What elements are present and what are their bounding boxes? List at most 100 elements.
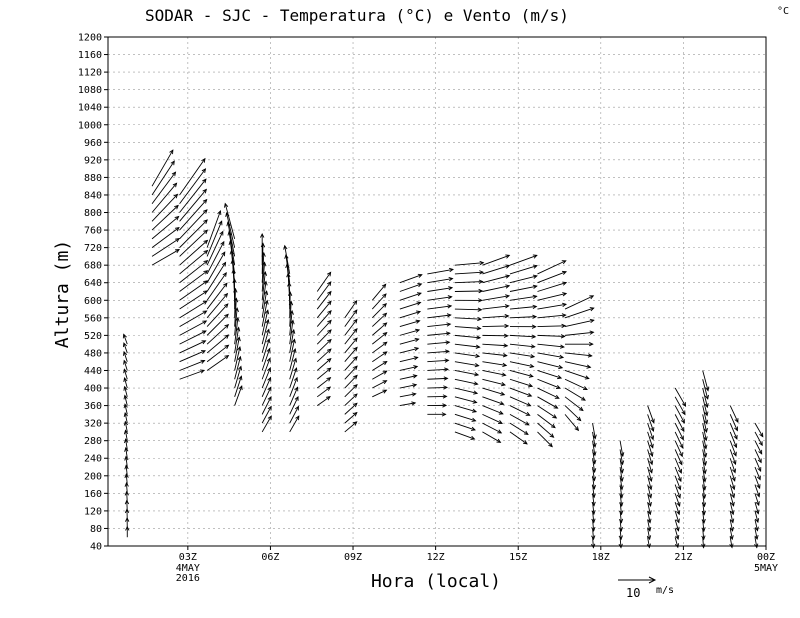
wind-arrow <box>289 386 299 406</box>
wind-arrow <box>179 270 209 292</box>
wind-arrow <box>289 367 298 389</box>
wind-arrow <box>344 299 358 319</box>
wind-arrow <box>564 361 592 369</box>
wind-arrow <box>674 519 680 532</box>
wind-arrow <box>344 374 358 389</box>
x-tick-label: 21Z <box>674 552 692 563</box>
wind-arrow <box>454 378 479 386</box>
wind-arrow <box>482 413 504 424</box>
x-tick-label: 03Z <box>179 552 197 563</box>
wind-arrow <box>371 302 387 319</box>
wind-arrow <box>509 370 534 378</box>
wind-arrow <box>674 414 685 433</box>
wind-arrow <box>206 324 230 345</box>
wind-arrow <box>754 440 763 455</box>
y-tick-label: 1200 <box>78 33 102 44</box>
wind-arrow <box>206 334 230 354</box>
wind-arrow <box>179 219 208 248</box>
wind-arrow <box>124 446 129 459</box>
wind-arrow <box>179 209 208 240</box>
wind-arrow <box>647 466 653 483</box>
wind-arrow <box>344 365 358 380</box>
wind-arrow <box>399 347 420 354</box>
wind-arrow <box>729 431 738 449</box>
wind-arrow <box>702 387 709 409</box>
wind-arrow <box>234 326 241 354</box>
wind-arrow <box>509 431 528 445</box>
wind-arrow <box>179 359 206 371</box>
wind-arrow <box>647 431 654 449</box>
wind-arrow <box>674 422 684 441</box>
wind-arrow <box>482 396 505 406</box>
wind-arrow <box>537 387 560 399</box>
wind-arrow <box>564 370 590 380</box>
wind-arrow <box>260 232 265 266</box>
wind-arrow <box>509 352 536 359</box>
wind-arrow <box>261 338 271 362</box>
wind-arrow <box>674 396 686 416</box>
temperature-unit-label: °C <box>777 6 789 17</box>
wind-arrow <box>646 528 652 541</box>
wind-arrow <box>316 319 332 336</box>
wind-arrow <box>647 440 654 458</box>
wind-arrow <box>261 280 268 310</box>
wind-arrow <box>509 387 533 397</box>
wind-arrow <box>482 370 507 377</box>
y-tick-label: 360 <box>84 401 102 412</box>
wind-arrow <box>206 344 230 363</box>
wind-arrow <box>316 310 332 327</box>
wind-arrow <box>151 160 175 196</box>
wind-arrow <box>399 292 422 301</box>
wind-arrow <box>482 378 506 387</box>
wind-arrow <box>482 431 502 443</box>
wind-arrow <box>372 389 388 398</box>
wind-arrow <box>618 537 623 549</box>
wind-arrow <box>124 473 129 485</box>
wind-arrow <box>509 274 538 284</box>
wind-arrow <box>151 249 180 266</box>
wind-arrow <box>454 334 482 340</box>
wind-arrow <box>261 415 272 433</box>
wind-arrow <box>674 484 681 499</box>
y-tick-label: 160 <box>84 489 102 500</box>
wind-arrow <box>537 396 559 409</box>
wind-arrow <box>316 357 332 371</box>
y-tick-label: 280 <box>84 436 102 447</box>
wind-arrow <box>151 193 179 222</box>
wind-arrow <box>427 376 449 381</box>
wind-arrow <box>674 537 680 549</box>
wind-arrow <box>754 537 759 549</box>
wind-arrow <box>509 314 538 319</box>
wind-arrow <box>564 295 595 310</box>
x-tick-date: 4MAY <box>176 563 200 574</box>
wind-arrow <box>674 405 685 424</box>
wind-arrow <box>537 302 568 310</box>
wind-arrow <box>509 361 535 369</box>
wind-arrow <box>754 422 764 438</box>
wind-arrow <box>316 300 332 319</box>
wind-arrow <box>754 501 760 515</box>
legend-arrowhead <box>648 576 657 584</box>
x-tick-label: 12Z <box>427 552 445 563</box>
wind-arrow <box>509 396 532 407</box>
wind-arrow <box>124 455 129 468</box>
y-tick-label: 400 <box>84 384 102 395</box>
wind-arrow <box>427 286 454 292</box>
wind-arrow <box>151 171 177 205</box>
wind-arrow <box>179 168 207 205</box>
x-tick-year: 2016 <box>176 573 200 584</box>
y-tick-label: 480 <box>84 348 102 359</box>
wind-arrow <box>646 537 651 549</box>
y-tick-label: 240 <box>84 454 102 465</box>
y-tick-label: 560 <box>84 313 102 324</box>
wind-arrow <box>537 292 568 301</box>
wind-arrow <box>206 261 227 292</box>
wind-arrow <box>729 493 735 507</box>
wind-arrow <box>179 260 209 284</box>
wind-arrow <box>316 329 332 345</box>
x-tick-label: 18Z <box>592 552 610 563</box>
wind-arrow <box>454 288 484 294</box>
y-tick-label: 1080 <box>78 85 102 96</box>
wind-arrow <box>591 528 596 541</box>
wind-arrow <box>427 412 447 417</box>
